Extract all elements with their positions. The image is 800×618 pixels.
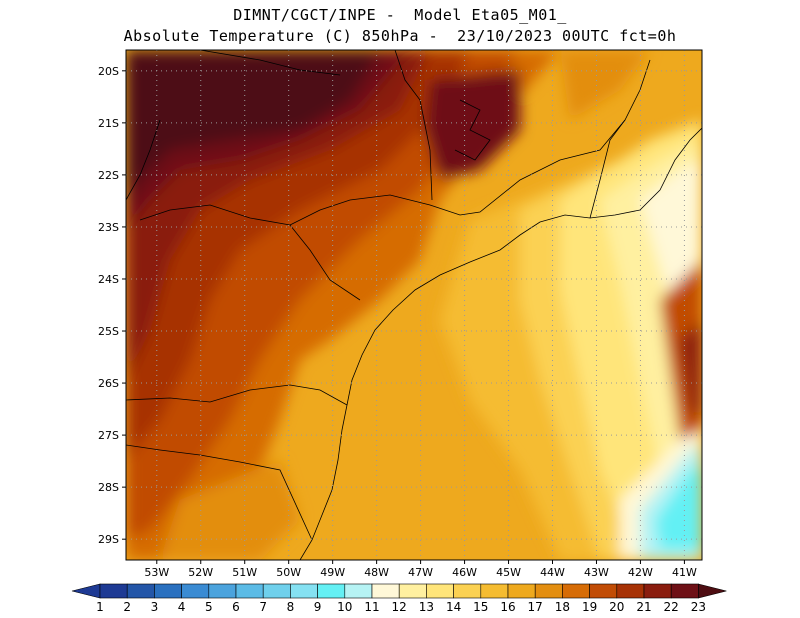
lon-tick-label: 49W [320, 566, 345, 579]
colorbar-segment [126, 583, 155, 599]
colorbar-label: 17 [528, 600, 543, 614]
temp-zone-23 [126, 50, 380, 200]
colorbar-label: 11 [364, 600, 379, 614]
colorbar-label: 23 [691, 600, 706, 614]
title-line-1: DIMNT/CGCT/INPE - Model Eta05_M01_ [233, 6, 567, 24]
colorbar-label: 18 [555, 600, 570, 614]
lon-tick-label: 53W [144, 566, 169, 579]
colorbar-segment [99, 583, 128, 599]
temp-zone-17-ne [560, 50, 650, 120]
colorbar-label: 3 [151, 600, 159, 614]
lon-tick-label: 44W [540, 566, 565, 579]
lat-lon-grid [126, 50, 702, 560]
colorbar-segment [317, 583, 346, 599]
colorbar-segment [154, 583, 182, 599]
temperature-field [126, 50, 702, 560]
lat-tick-label: 24S [98, 273, 119, 286]
colorbar-segment [426, 583, 454, 599]
colorbar-label: 19 [582, 600, 597, 614]
state-border-7 [199, 50, 341, 76]
colorbar-segment [534, 583, 563, 599]
colorbar-segment [181, 583, 210, 599]
colorbar-label: 5 [205, 600, 213, 614]
colorbar-segment [344, 583, 373, 599]
colorbar-segment [616, 583, 645, 599]
title-line-2: Absolute Temperature (C) 850hPa - 23/10/… [123, 27, 677, 45]
colorbar-segment [371, 583, 400, 599]
colorbar-label: 15 [473, 600, 488, 614]
colorbar-segment [290, 583, 318, 599]
state-border-2 [126, 384, 348, 406]
lon-tick-label: 46W [452, 566, 477, 579]
colorbar-segment [507, 583, 536, 599]
lat-tick-label: 23S [98, 221, 119, 234]
lat-tick-label: 22S [98, 169, 119, 182]
lat-tick-label: 20S [98, 65, 119, 78]
state-border-3 [139, 204, 361, 301]
colorbar-label: 22 [664, 600, 679, 614]
lat-tick-label: 25S [98, 325, 119, 338]
lon-tick-label: 45W [496, 566, 521, 579]
lon-tick-label: 42W [628, 566, 653, 579]
lon-tick-label: 50W [276, 566, 301, 579]
lon-tick-label: 48W [364, 566, 389, 579]
lon-tick-label: 52W [188, 566, 213, 579]
colorbar-segment [643, 583, 672, 599]
colorbar-label: 9 [314, 600, 322, 614]
lat-tick-label: 29S [98, 533, 119, 546]
lake-region [454, 99, 491, 161]
colorbar-label: 21 [636, 600, 651, 614]
colorbar-label: 7 [259, 600, 267, 614]
colorbar-segment [670, 583, 699, 599]
colorbar-label: 14 [446, 600, 461, 614]
lon-tick-label: 47W [408, 566, 433, 579]
axis-ticks: 20S 21S 22S 23S 24S 25S 26S 27S 28S 29S 53W 52W 51W 5… [98, 65, 697, 579]
colorbar-segment [453, 583, 482, 599]
colorbar-label: 4 [178, 600, 186, 614]
colorbar-label: 12 [392, 600, 407, 614]
colorbar-label: 8 [287, 600, 295, 614]
state-border-5 [394, 50, 433, 201]
map-frame [125, 49, 703, 561]
colorbar-segment [398, 583, 427, 599]
temp-zone-21-east [680, 320, 702, 420]
colorbar-label: 6 [232, 600, 240, 614]
colorbar-label: 1 [96, 600, 104, 614]
colorbar-segment [589, 583, 618, 599]
colorbar: 1 2 3 4 5 6 7 8 9 10 11 12 13 14 15 16 17 18 19 20 21 22 23 [71, 583, 727, 614]
lon-tick-label: 51W [232, 566, 257, 579]
state-border-8 [589, 119, 626, 219]
colorbar-label: 10 [337, 600, 352, 614]
colorbar-label: 16 [500, 600, 515, 614]
lon-tick-label: 43W [584, 566, 609, 579]
colorbar-segment [235, 583, 264, 599]
temp-zone-9 [655, 465, 702, 550]
state-border-1 [126, 444, 313, 541]
state-border-6 [126, 119, 161, 201]
lat-tick-label: 28S [98, 481, 119, 494]
colorbar-segment [480, 583, 509, 599]
colorbar-segment [562, 583, 590, 599]
lat-tick-label: 21S [98, 117, 119, 130]
colorbar-label: 20 [609, 600, 624, 614]
colorbar-label: 13 [419, 600, 434, 614]
temp-zone-17-sw [160, 460, 300, 560]
colorbar-arrow-low [71, 583, 101, 599]
colorbar-label: 2 [123, 600, 131, 614]
colorbar-segment [262, 583, 291, 599]
lat-tick-label: 27S [98, 429, 119, 442]
lon-tick-label: 41W [672, 566, 697, 579]
colorbar-arrow-high [698, 583, 727, 599]
colorbar-segment [208, 583, 237, 599]
lat-tick-label: 26S [98, 377, 119, 390]
